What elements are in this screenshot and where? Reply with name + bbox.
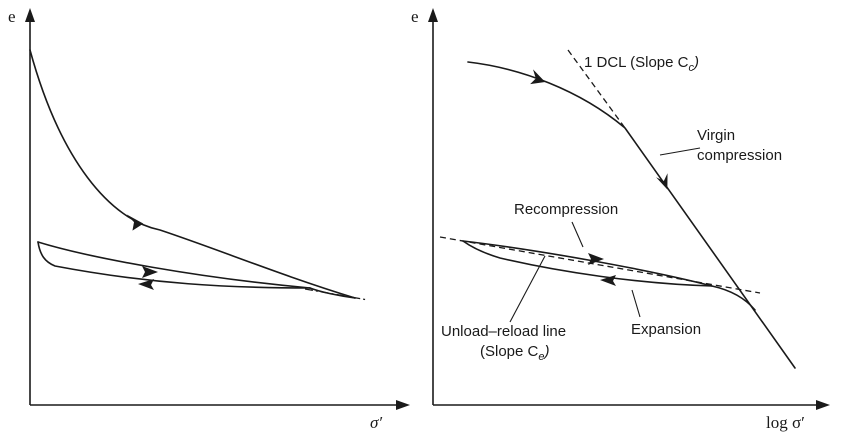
recompression-label: Recompression (514, 201, 618, 218)
virgin-leader (659, 147, 701, 156)
expansion-leader (631, 289, 641, 318)
virgin-compression-curve (467, 61, 796, 369)
expansion-label: Expansion (631, 321, 701, 338)
right-plot: e log σ′ 1 DCL (Slope Cc) Virgin compres… (411, 7, 830, 432)
left-dashdot-line (304, 288, 369, 301)
left-loading-curve (29, 49, 356, 299)
recompression-leader (571, 221, 584, 248)
dcl-dashed-line (567, 49, 626, 129)
left-reload-arrow (142, 266, 158, 278)
left-x-axis-arrow (396, 400, 410, 410)
virgin-arrow-upper (530, 69, 546, 85)
right-x-axis-arrow (816, 400, 830, 410)
virgin-arrow-lower (656, 173, 668, 190)
right-y-axis-arrow (428, 8, 438, 22)
left-loading-arrow (126, 214, 144, 231)
unload-reload-leader (509, 255, 546, 323)
left-x-axis-label: σ′ (370, 413, 382, 432)
expansion-arrow (600, 275, 616, 286)
expansion-curve (462, 240, 713, 287)
unload-reload-label-line1: Unload–reload line (441, 323, 566, 340)
left-y-axis-arrow (25, 8, 35, 22)
virgin-label-line1: Virgin (697, 127, 735, 144)
left-unload-arrow (138, 279, 154, 290)
unload-reload-dashed-line (439, 236, 761, 294)
left-loop-tail (309, 287, 356, 299)
right-x-axis-label: log σ′ (766, 413, 805, 432)
left-y-axis-label: e (8, 7, 16, 26)
right-y-axis-label: e (411, 7, 419, 26)
left-unload-curve (37, 241, 311, 289)
unload-reload-label-line2: (Slope Ce) (480, 343, 549, 363)
recompression-curve (462, 240, 756, 311)
left-reload-curve (37, 241, 311, 289)
virgin-label-line2: compression (697, 147, 782, 164)
dcl-label: 1 DCL (Slope Cc) (584, 54, 699, 74)
recompression-arrow (588, 253, 604, 265)
left-plot: e σ′ (8, 7, 410, 432)
